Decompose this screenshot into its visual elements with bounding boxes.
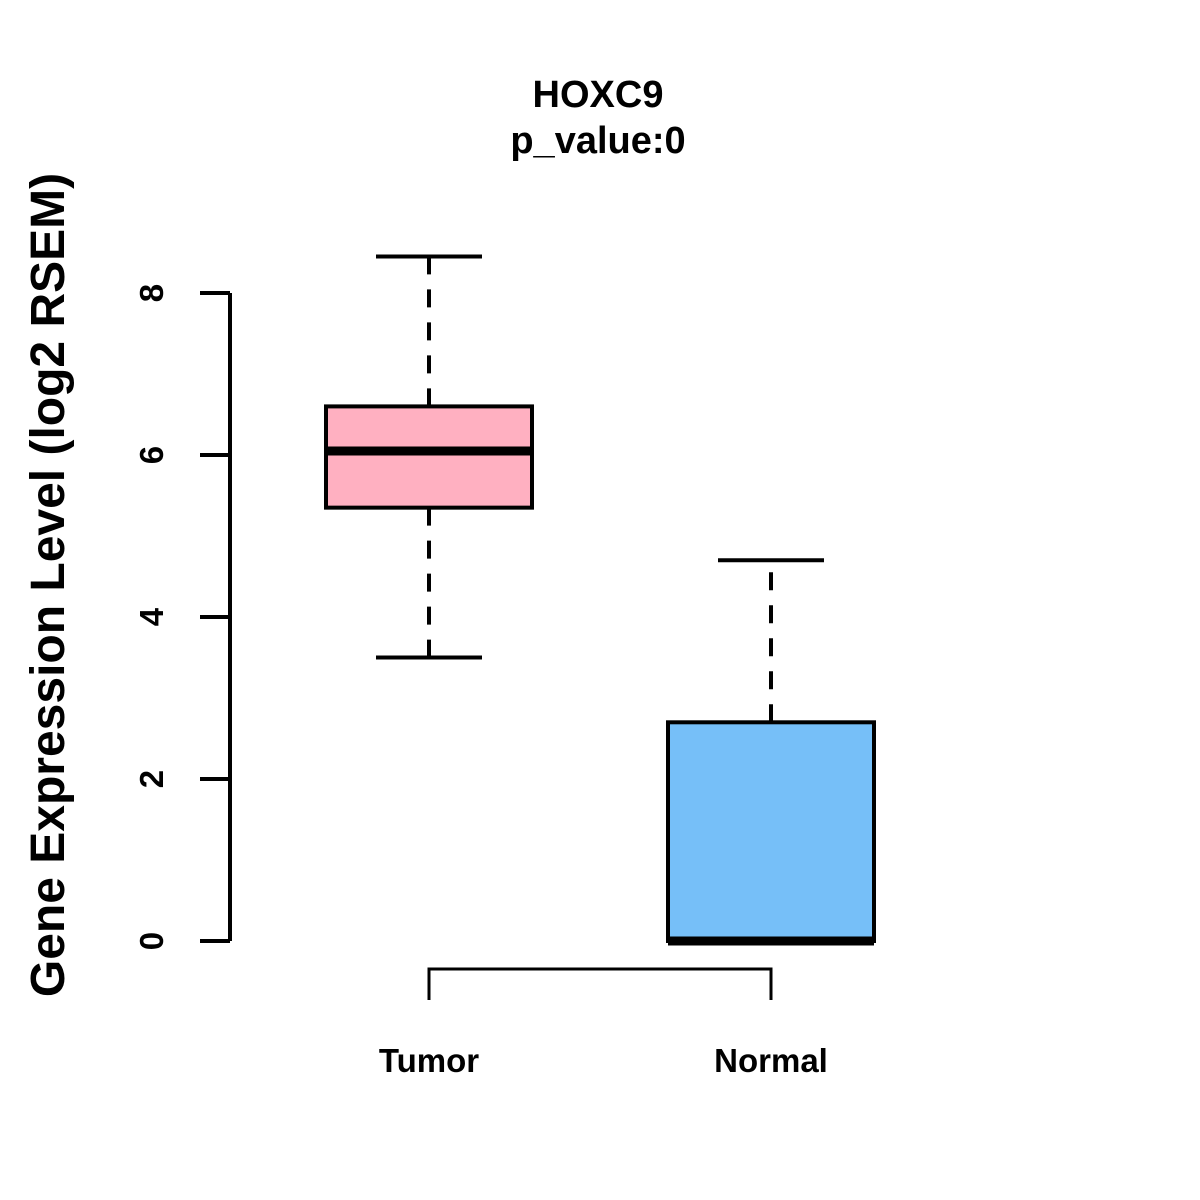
chart-subtitle: p_value:0: [510, 120, 685, 162]
y-tick-label: 6: [133, 446, 170, 464]
boxes: [324, 254, 876, 946]
y-axis: 0 2 4 6 8: [133, 284, 232, 950]
y-tick-label: 2: [133, 770, 170, 788]
chart-title: HOXC9: [533, 74, 664, 116]
category-label-tumor: Tumor: [379, 1042, 479, 1079]
x-axis-bracket: [427, 967, 773, 1000]
boxplot-group-tumor: [324, 254, 534, 660]
y-tick-label: 0: [133, 932, 170, 950]
x-axis: Tumor Normal: [379, 967, 828, 1079]
y-tick-label: 8: [133, 284, 170, 302]
y-tick-label: 4: [133, 607, 170, 626]
box-tumor: [324, 404, 534, 510]
box-normal: [666, 720, 876, 943]
category-label-normal: Normal: [714, 1042, 828, 1079]
boxplot-group-normal: [666, 558, 876, 946]
y-axis-title: Gene Expression Level (log2 RSEM): [22, 173, 75, 997]
